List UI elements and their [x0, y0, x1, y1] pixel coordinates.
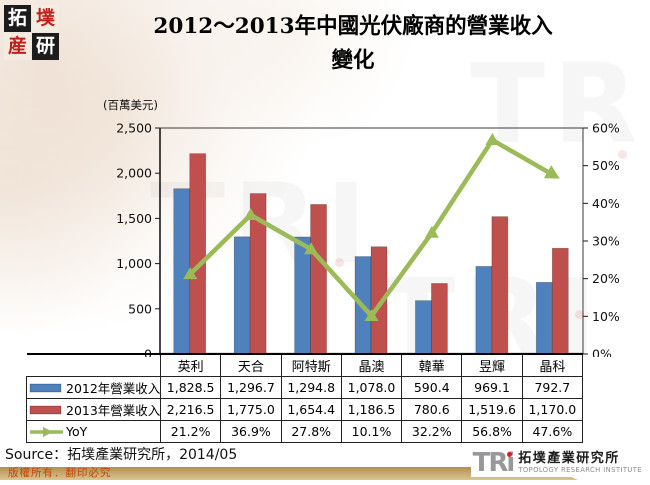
- title-line-2: 變化: [331, 48, 375, 73]
- bar-2013年營業收入-韓華: [431, 283, 448, 355]
- category-header-英利: 英利: [159, 353, 222, 377]
- yoy-marker-晶澳: [364, 308, 379, 321]
- yoy-marker-天合: [243, 208, 258, 221]
- bar-2012年營業收入-英利: [173, 188, 191, 355]
- table-row-2013年營業收入: 2013年營業收入 2,216.5 1,775.0 1,654.4 1,186.5 780…: [26, 398, 584, 421]
- value-cell-2013年營業收入-阿特斯: 1,654.4: [280, 398, 342, 421]
- value-cell-2013年營業收入-英利: 2,216.5: [159, 398, 222, 421]
- legend-label: YoY: [66, 424, 88, 439]
- tri-footer-logo: TRi 拓墣產業研究所 TOPOLOGY RESEARCH INSTITUTE: [470, 449, 644, 477]
- value-cell-2012年營業收入-韓華: 590.4: [401, 376, 463, 399]
- legend-entry: 2012年營業收入: [29, 378, 161, 397]
- legend-label: 2012年營業收入: [66, 381, 161, 396]
- table-blank-cell: [26, 353, 161, 377]
- value-cell-YoY-晶澳: 10.1%: [340, 420, 403, 443]
- left-axis-tick-label: 2,500: [116, 121, 152, 136]
- value-cell-YoY-英利: 21.2%: [159, 420, 222, 443]
- legend-swatch-icon: [29, 383, 62, 392]
- right-axis-tick-label: 20%: [592, 271, 620, 286]
- category-header-昱輝: 昱輝: [461, 353, 523, 377]
- legend-swatch-icon: [29, 405, 62, 414]
- legend-cell-YoY: YoY: [26, 420, 161, 443]
- right-axis-tick-label: 10%: [592, 309, 620, 324]
- legend-entry: 2013年營業收入: [29, 400, 161, 419]
- value-cell-YoY-昱輝: 56.8%: [461, 420, 523, 443]
- revenue-combo-chart: 2,500 2,000 1,500 1,000 500 0 60% 50% 40% 30% 20% 1…: [116, 121, 620, 358]
- tri-name-en: TOPOLOGY RESEARCH INSTITUTE: [518, 466, 642, 474]
- value-cell-2012年營業收入-晶澳: 1,078.0: [340, 376, 403, 399]
- table-header-row: 英利 天合 阿特斯 晶澳 韓華 昱輝 晶科: [26, 353, 584, 377]
- value-cell-2012年營業收入-晶科: 792.7: [521, 376, 584, 399]
- category-header-阿特斯: 阿特斯: [280, 353, 342, 377]
- right-axis-tick-label: 30%: [592, 234, 620, 249]
- left-axis-tick-label: 0: [144, 347, 152, 358]
- bar-2012年營業收入-阿特斯: [294, 236, 311, 355]
- bar-2013年營業收入-英利: [189, 153, 207, 355]
- category-header-晶科: 晶科: [521, 353, 584, 377]
- seal-char: 研: [32, 33, 59, 60]
- legend-entry: YoY: [29, 424, 159, 439]
- right-axis-tick-label: 0%: [592, 347, 612, 358]
- value-cell-YoY-晶科: 47.6%: [521, 420, 584, 443]
- value-cell-2013年營業收入-昱輝: 1,519.6: [461, 398, 523, 421]
- bar-2012年營業收入-韓華: [415, 300, 432, 355]
- left-axis-tick-label: 2,000: [116, 166, 152, 181]
- value-cell-YoY-阿特斯: 27.8%: [280, 420, 342, 443]
- yoy-marker-韓華: [424, 225, 439, 238]
- left-axis-tick-label: 1,500: [116, 211, 152, 226]
- bar-2012年營業收入-晶科: [535, 281, 553, 355]
- table-row-YoY: YoY 21.2% 36.9% 27.8% 10.1% 32.2% 56.8% 47.6%: [26, 420, 584, 443]
- yoy-arrow-晶科: [543, 165, 560, 179]
- right-axis-tick-label: 50%: [592, 158, 620, 173]
- topology-seal-logo: 拓 墣 産 研: [4, 5, 60, 61]
- table-row-2012年營業收入: 2012年營業收入 1,828.5 1,296.7 1,294.8 1,078.0 590…: [26, 376, 584, 399]
- tri-name-zh: 拓墣產業研究所: [518, 451, 620, 466]
- tri-names: 拓墣產業研究所 TOPOLOGY RESEARCH INSTITUTE: [518, 451, 642, 475]
- category-header-韓華: 韓華: [401, 353, 463, 377]
- legend-line-arrow-icon: [30, 426, 63, 437]
- left-axis-tick-label: 1,000: [116, 256, 152, 271]
- value-cell-2013年營業收入-天合: 1,775.0: [220, 398, 282, 421]
- chart-data-table: 英利 天合 阿特斯 晶澳 韓華 昱輝 晶科 2012年營業收入 1,828.5 1,296.7 1,…: [26, 353, 584, 443]
- bar-2013年營業收入-昱輝: [491, 216, 509, 355]
- value-cell-2013年營業收入-韓華: 780.6: [401, 398, 463, 421]
- bar-2012年營業收入-昱輝: [475, 266, 493, 355]
- left-axis-tick-label: 500: [128, 301, 152, 316]
- value-cell-YoY-韓華: 32.2%: [401, 420, 463, 443]
- legend-cell-2012年營業收入: 2012年營業收入: [26, 376, 161, 399]
- category-header-晶澳: 晶澳: [340, 353, 403, 377]
- tri-logo-dot: [507, 452, 513, 457]
- right-axis-tick-label: 60%: [592, 121, 620, 136]
- value-cell-2012年營業收入-阿特斯: 1,294.8: [280, 376, 342, 399]
- value-cell-2013年營業收入-晶科: 1,170.0: [521, 398, 584, 421]
- value-cell-2013年營業收入-晶澳: 1,186.5: [340, 398, 403, 421]
- tri-abbr: TRi: [473, 450, 516, 476]
- yoy-marker-阿特斯: [304, 242, 319, 255]
- legend-label: 2013年營業收入: [66, 403, 161, 418]
- legend-cell-2013年營業收入: 2013年營業收入: [26, 398, 161, 421]
- bar-2013年營業收入-阿特斯: [310, 204, 327, 355]
- copyright-text: 版權所有．翻印必究: [8, 467, 112, 479]
- value-cell-2012年營業收入-昱輝: 969.1: [461, 376, 523, 399]
- bar-2012年營業收入-天合: [233, 236, 251, 355]
- bar-2013年營業收入-晶科: [551, 247, 569, 355]
- value-cell-2012年營業收入-天合: 1,296.7: [220, 376, 282, 399]
- seal-char: 拓: [4, 5, 31, 32]
- seal-char: 産: [4, 33, 31, 60]
- value-cell-YoY-天合: 36.9%: [220, 420, 282, 443]
- right-axis-tick-label: 40%: [592, 196, 620, 211]
- source-line: Source：拓墣產業研究所，2014/05: [5, 447, 238, 463]
- category-header-天合: 天合: [220, 353, 282, 377]
- y-axis-unit-label: (百萬美元): [103, 98, 158, 112]
- value-cell-2012年營業收入-英利: 1,828.5: [159, 376, 222, 399]
- title-line-1: 2012～2013年中國光伏廠商的營業收入: [153, 14, 553, 39]
- seal-char: 墣: [32, 5, 59, 32]
- page-title: 2012～2013年中國光伏廠商的營業收入 變化: [78, 10, 628, 78]
- footer-bar: 版權所有．翻印必究: [0, 467, 578, 480]
- yoy-marker-昱輝: [485, 133, 500, 146]
- yoy-marker-英利: [183, 267, 198, 280]
